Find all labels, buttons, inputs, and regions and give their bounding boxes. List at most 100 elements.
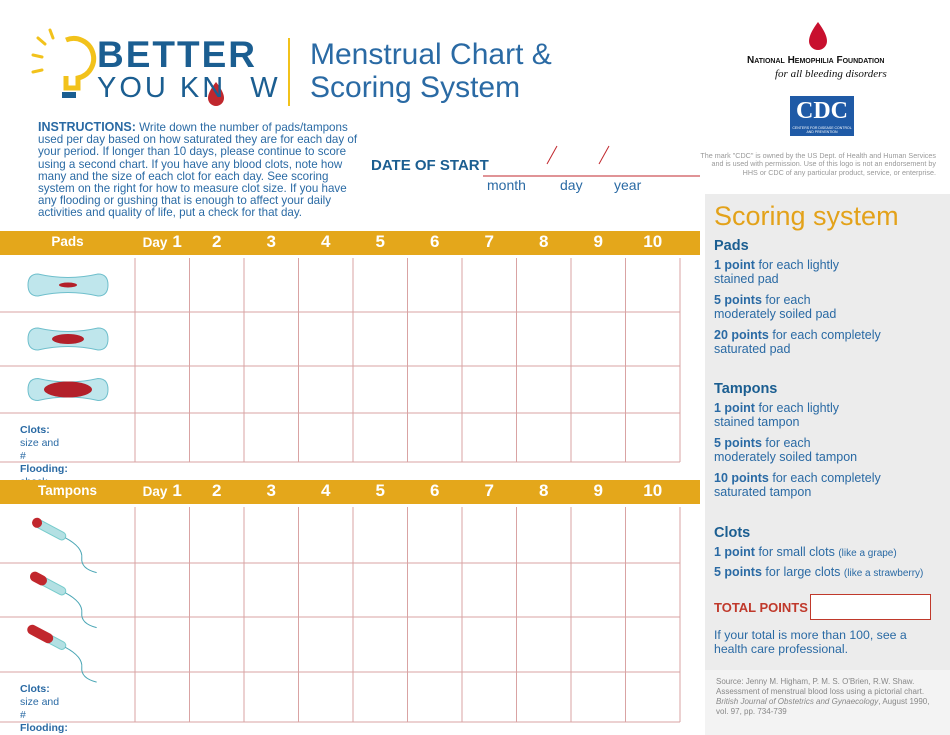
day-header: 7 <box>462 232 517 252</box>
logo-part: YOU KN <box>97 72 227 104</box>
item-text: for each lightly <box>758 258 840 272</box>
tampon-icon <box>27 624 97 683</box>
note-line: Clots: size and # <box>20 424 68 463</box>
points: 1 point <box>714 401 755 415</box>
nhf-tagline: for all bleeding disorders <box>775 68 887 80</box>
table-header-bar <box>0 480 700 504</box>
table-grid <box>0 231 700 463</box>
stain <box>52 334 84 344</box>
pad-icon <box>27 273 109 297</box>
points: 20 points <box>714 328 769 342</box>
day-header: 10 <box>626 481 681 501</box>
item-text: stained pad <box>714 272 779 287</box>
item-text: saturated tampon <box>714 485 812 500</box>
note-text: size and # <box>20 437 60 462</box>
date-field: year <box>614 177 642 193</box>
item-text: saturated pad <box>714 342 791 357</box>
source-text: Source: Jenny M. Higham, P. M. S. O'Brie… <box>716 677 925 696</box>
instructions-label: INSTRUCTIONS: <box>38 120 136 134</box>
advice: If your total is more than 100, see a he… <box>714 628 907 657</box>
day-header: 7 <box>462 481 517 501</box>
item-text: moderately soiled tampon <box>714 450 858 465</box>
logo-text: BETTER <box>97 34 257 75</box>
day-number: 6 <box>430 232 440 251</box>
day-number: 9 <box>593 232 603 251</box>
day-number: 7 <box>484 232 494 251</box>
table-grid <box>0 480 700 723</box>
item-text: for each completely <box>772 328 881 342</box>
points: 10 points <box>714 471 769 485</box>
day-header: 4 <box>299 232 354 252</box>
day-number: 8 <box>539 481 549 500</box>
day-header: 8 <box>517 481 572 501</box>
item-text: for each <box>765 293 811 307</box>
table-header-bar <box>0 231 700 255</box>
pad-icon <box>27 377 109 402</box>
tampon-icon <box>29 571 97 629</box>
note-label: Clots: <box>20 683 50 695</box>
scoring-item: 5 points for each moderately soiled tampo… <box>714 436 949 465</box>
date-slash <box>598 145 610 165</box>
day-number: 4 <box>321 481 331 500</box>
item-text: stained tampon <box>714 415 800 430</box>
item-text: for each lightly <box>758 401 840 415</box>
cdc-logo: CDC <box>796 98 848 124</box>
scoring-item: 10 points for each completely saturated t… <box>714 471 949 500</box>
day-header: 5 <box>353 232 408 252</box>
stain <box>59 282 77 288</box>
total-box <box>810 594 931 620</box>
day-number: 6 <box>430 481 440 500</box>
note-text: size and # <box>20 696 60 721</box>
tampon-tip <box>27 624 54 644</box>
day-number: 1 <box>172 481 182 500</box>
scoring-item: 1 point for each lightly stained pad <box>714 258 949 287</box>
day-number: 10 <box>643 481 663 500</box>
date-slash <box>546 145 558 165</box>
day-number: 5 <box>375 232 385 251</box>
cdc-disclaimer: The mark "CDC" is owned by the US Dept. … <box>700 151 936 177</box>
instructions: INSTRUCTIONS: Write down the number of p… <box>38 121 364 220</box>
note-label: Flooding: <box>20 463 68 475</box>
date-field: month <box>487 177 526 193</box>
day-number: 5 <box>375 481 385 500</box>
tampon-tip <box>29 571 47 586</box>
logo-part: W <box>250 72 281 104</box>
day-number: 4 <box>321 232 331 251</box>
day-header: 9 <box>571 232 626 252</box>
day-number: 9 <box>593 481 603 500</box>
day-header: Day 1 <box>135 232 190 252</box>
drop <box>208 82 224 106</box>
source-journal: British Journal of Obstetrics and Gynaec… <box>716 697 879 706</box>
source: Source: Jenny M. Higham, P. M. S. O'Brie… <box>716 677 941 717</box>
source-details: , August 1990, vol. 97, pp. 734-739 <box>716 697 930 716</box>
note-line: Flooding: check mark <box>20 722 68 735</box>
total-label: TOTAL POINTS <box>714 600 808 615</box>
scoring-item: 5 points for each moderately soiled pad <box>714 293 949 322</box>
pad-icon <box>27 327 109 351</box>
points: 1 point <box>714 258 755 272</box>
bulb-rays <box>31 28 55 74</box>
scoring-title: Scoring system <box>714 201 899 231</box>
tampon-tip <box>32 517 43 528</box>
note-label: Flooding: <box>20 722 68 734</box>
day-header: 2 <box>190 232 245 252</box>
day-header: 5 <box>353 481 408 501</box>
logo-text: YOU KN W <box>97 72 281 105</box>
date-field: day <box>560 177 583 193</box>
item-text: moderately soiled pad <box>714 307 837 322</box>
item-text: for small clots <box>758 545 835 559</box>
day-header: 8 <box>517 232 572 252</box>
string <box>65 537 97 574</box>
scoring-item: 1 point for each lightly stained tampon <box>714 401 949 430</box>
nhf-name: National Hemophilia Foundation <box>747 55 885 66</box>
points: 5 points <box>714 436 762 450</box>
day-header: 3 <box>244 232 299 252</box>
item-text: for large clots <box>765 565 841 579</box>
day-header: Day 1 <box>135 481 190 501</box>
day-header: 4 <box>299 481 354 501</box>
day-number: 2 <box>212 232 222 251</box>
title: Scoring System <box>310 71 521 104</box>
day-number: 3 <box>266 481 276 500</box>
